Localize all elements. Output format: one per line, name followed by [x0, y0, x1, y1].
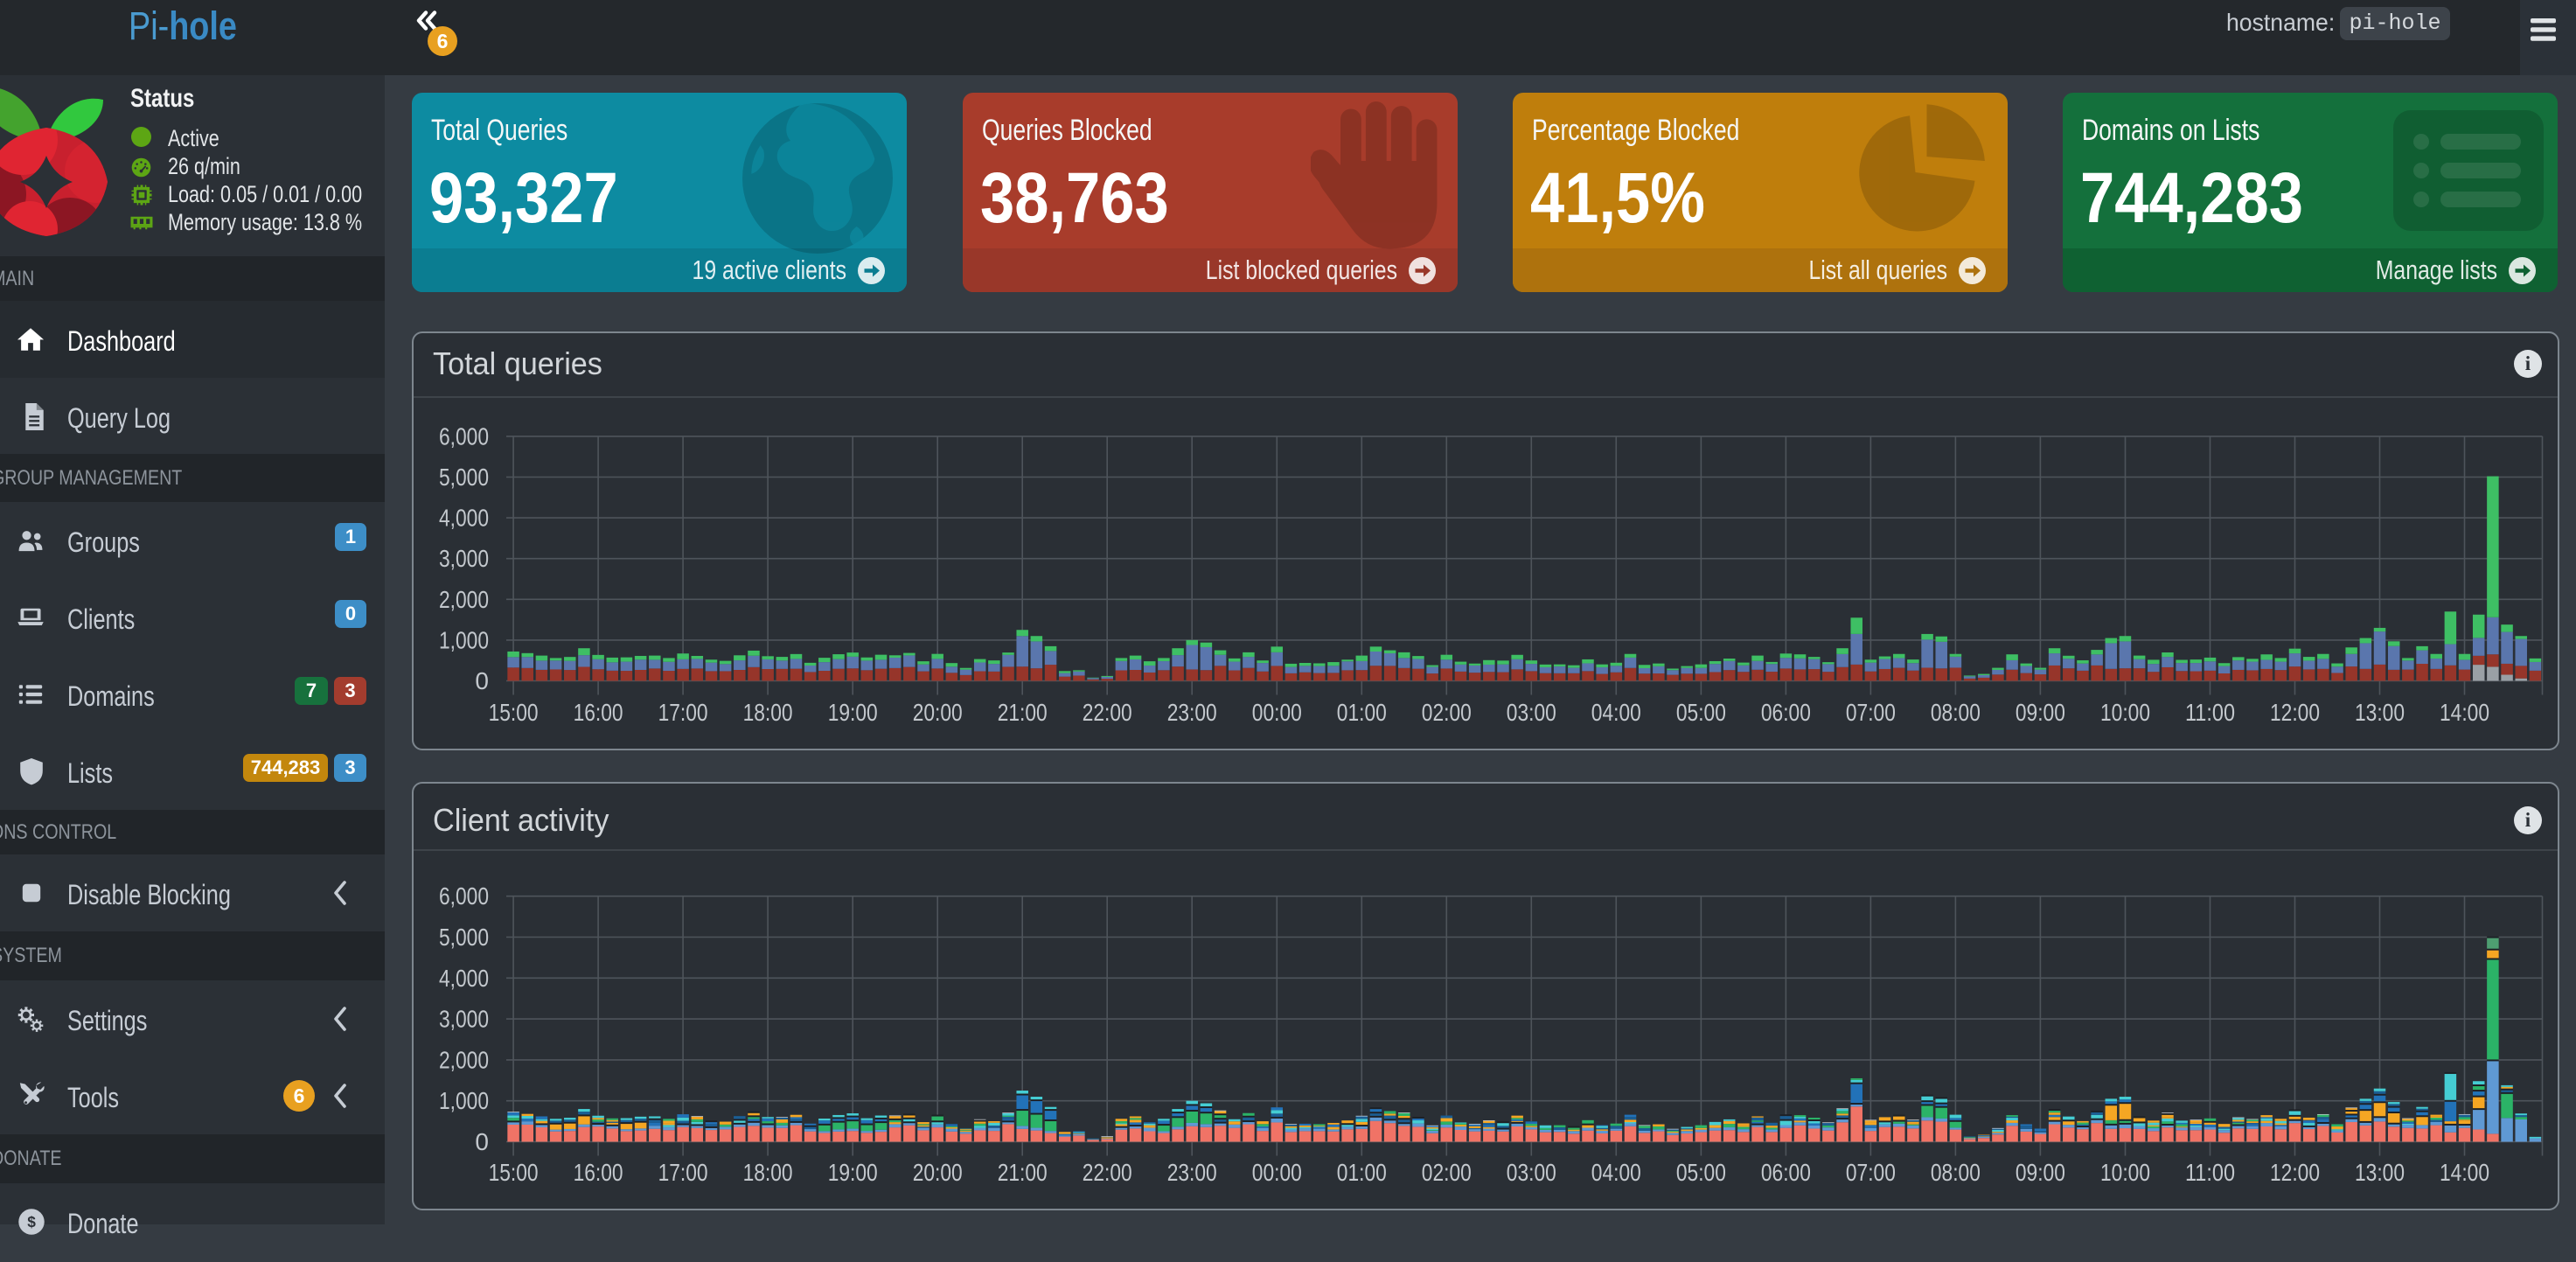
svg-text:23:00: 23:00 — [1167, 1159, 1217, 1186]
svg-text:22:00: 22:00 — [1083, 1159, 1132, 1186]
svg-text:4,000: 4,000 — [439, 965, 489, 992]
svg-text:14:00: 14:00 — [2440, 1159, 2489, 1186]
svg-text:04:00: 04:00 — [1591, 1159, 1641, 1186]
svg-text:17:00: 17:00 — [658, 1159, 708, 1186]
svg-text:6,000: 6,000 — [439, 882, 489, 910]
svg-text:0: 0 — [475, 1128, 489, 1155]
svg-text:5,000: 5,000 — [439, 924, 489, 951]
svg-text:06:00: 06:00 — [1761, 1159, 1811, 1186]
svg-text:05:00: 05:00 — [1676, 1159, 1726, 1186]
svg-text:09:00: 09:00 — [2016, 1159, 2065, 1186]
svg-text:10:00: 10:00 — [2100, 1159, 2150, 1186]
svg-text:12:00: 12:00 — [2270, 1159, 2320, 1186]
svg-text:21:00: 21:00 — [998, 1159, 1048, 1186]
svg-text:03:00: 03:00 — [1507, 1159, 1556, 1186]
svg-text:1,000: 1,000 — [439, 1087, 489, 1114]
svg-text:00:00: 00:00 — [1252, 1159, 1302, 1186]
svg-text:08:00: 08:00 — [1931, 1159, 1981, 1186]
svg-text:15:00: 15:00 — [489, 1159, 539, 1186]
svg-text:19:00: 19:00 — [828, 1159, 878, 1186]
svg-text:07:00: 07:00 — [1846, 1159, 1896, 1186]
svg-text:02:00: 02:00 — [1422, 1159, 1472, 1186]
svg-text:16:00: 16:00 — [574, 1159, 623, 1186]
svg-text:20:00: 20:00 — [913, 1159, 963, 1186]
svg-text:18:00: 18:00 — [743, 1159, 793, 1186]
svg-text:13:00: 13:00 — [2355, 1159, 2405, 1186]
svg-text:3,000: 3,000 — [439, 1006, 489, 1033]
svg-text:2,000: 2,000 — [439, 1046, 489, 1073]
svg-text:11:00: 11:00 — [2185, 1159, 2235, 1186]
svg-text:01:00: 01:00 — [1337, 1159, 1387, 1186]
